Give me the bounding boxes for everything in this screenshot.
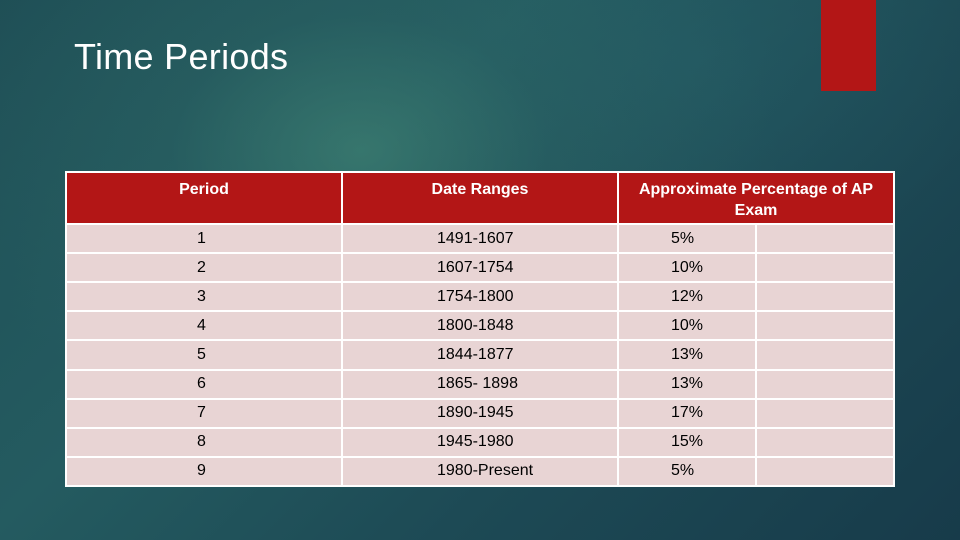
cell-date-range: 1890-1945 [343, 399, 617, 427]
cell-empty [757, 254, 894, 282]
cell-percentage: 13% [619, 370, 755, 398]
cell-empty [757, 312, 894, 340]
table-row: 9 1980-Present 5% [67, 457, 894, 485]
cell-date-range: 1865- 1898 [343, 370, 617, 398]
cell-date-range: 1800-1848 [343, 312, 617, 340]
cell-period: 1 [67, 225, 341, 253]
table-row: 2 1607-1754 10% [67, 254, 894, 282]
cell-period: 3 [67, 283, 341, 311]
header-period: Period [67, 173, 341, 223]
time-periods-table: Period Date Ranges Approximate Percentag… [65, 171, 895, 487]
cell-date-range: 1980-Present [343, 457, 617, 485]
cell-empty [757, 428, 894, 456]
header-date-ranges: Date Ranges [343, 173, 617, 223]
table-row: 1 1491-1607 5% [67, 225, 894, 253]
table-row: 3 1754-1800 12% [67, 283, 894, 311]
cell-percentage: 10% [619, 254, 755, 282]
cell-empty [757, 225, 894, 253]
cell-period: 4 [67, 312, 341, 340]
cell-date-range: 1491-1607 [343, 225, 617, 253]
cell-period: 9 [67, 457, 341, 485]
cell-empty [757, 283, 894, 311]
cell-period: 7 [67, 399, 341, 427]
cell-percentage: 17% [619, 399, 755, 427]
cell-empty [757, 399, 894, 427]
cell-empty [757, 370, 894, 398]
cell-period: 5 [67, 341, 341, 369]
cell-date-range: 1607-1754 [343, 254, 617, 282]
cell-percentage: 5% [619, 225, 755, 253]
table-row: 7 1890-1945 17% [67, 399, 894, 427]
cell-empty [757, 341, 894, 369]
table-header-row: Period Date Ranges Approximate Percentag… [67, 173, 894, 223]
table-row: 6 1865- 1898 13% [67, 370, 894, 398]
cell-date-range: 1844-1877 [343, 341, 617, 369]
slide-title: Time Periods [74, 36, 289, 77]
cell-period: 2 [67, 254, 341, 282]
cell-percentage: 15% [619, 428, 755, 456]
table-row: 4 1800-1848 10% [67, 312, 894, 340]
cell-date-range: 1945-1980 [343, 428, 617, 456]
cell-percentage: 12% [619, 283, 755, 311]
table-row: 8 1945-1980 15% [67, 428, 894, 456]
cell-period: 6 [67, 370, 341, 398]
cell-period: 8 [67, 428, 341, 456]
cell-percentage: 13% [619, 341, 755, 369]
table-row: 5 1844-1877 13% [67, 341, 894, 369]
accent-bar [821, 0, 876, 91]
cell-date-range: 1754-1800 [343, 283, 617, 311]
cell-empty [757, 457, 894, 485]
cell-percentage: 5% [619, 457, 755, 485]
cell-percentage: 10% [619, 312, 755, 340]
header-percentage: Approximate Percentage of AP Exam [619, 173, 894, 223]
